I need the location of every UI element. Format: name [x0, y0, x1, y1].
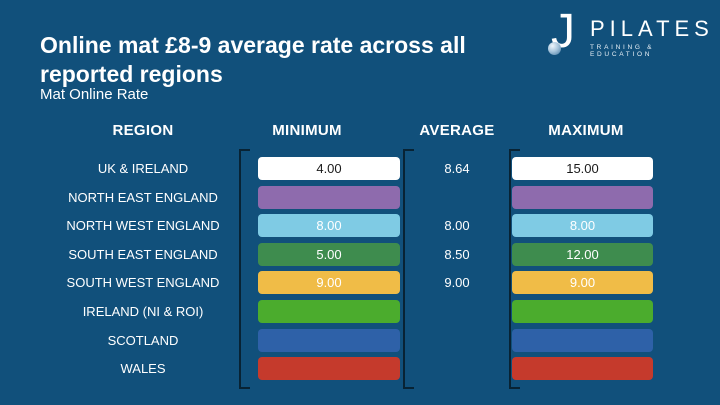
region-label: SOUTH EAST ENGLAND: [68, 246, 218, 262]
average-value: [404, 357, 510, 380]
column-header-minimum: MINIMUM: [272, 122, 342, 139]
region-label: NORTH WEST ENGLAND: [66, 218, 220, 234]
page-subtitle: Mat Online Rate: [40, 86, 149, 103]
minimum-bar: [258, 185, 400, 209]
region-label: UK & IRELAND: [97, 161, 189, 176]
minimum-bar: [258, 299, 400, 323]
average-value: 8.64: [444, 161, 470, 176]
logo-tagline: TRAINING & EDUCATION: [590, 44, 655, 59]
region-label: IRELAND (NI & ROI): [82, 303, 204, 319]
minimum-bar: [258, 357, 400, 381]
average-value: [404, 186, 510, 209]
maximum-bar: 15.00: [512, 157, 653, 180]
maximum-bar: 12.00: [512, 242, 653, 266]
logo-ball-icon: [548, 42, 561, 55]
region-label: NORTH EAST ENGLAND: [68, 189, 218, 205]
axis-bracket-average: [403, 149, 414, 389]
region-label: SOUTH WEST ENGLAND: [66, 275, 220, 291]
logo-text: PILATES TRAINING & EDUCATION: [590, 16, 714, 59]
maximum-bar: [512, 357, 653, 381]
region-label: WALES: [120, 361, 166, 377]
column-header-region: REGION: [112, 122, 174, 139]
maximum-bar: [512, 299, 653, 323]
maximum-bar: 9.00: [512, 271, 653, 295]
minimum-bar: 4.00: [258, 157, 400, 180]
minimum-bar-column: 4.00 8.00 5.00 9.00: [258, 157, 400, 381]
maximum-bar: [512, 328, 653, 352]
average-value: 9.00: [444, 275, 470, 291]
average-value-column: 8.64 8.00 8.50 9.00: [404, 157, 510, 380]
axis-bracket-minimum: [239, 149, 250, 389]
average-value: [404, 329, 510, 352]
column-header-maximum: MAXIMUM: [548, 122, 624, 139]
maximum-bar-column: 15.00 8.00 12.00 9.00: [512, 157, 653, 381]
maximum-bar: [512, 185, 653, 209]
column-header-average: AVERAGE: [419, 122, 495, 139]
jpilates-logo: J PILATES TRAINING & EDUCATION: [543, 8, 713, 66]
average-value: 8.00: [444, 218, 470, 234]
region-label: SCOTLAND: [107, 332, 179, 348]
average-value: 8.50: [444, 246, 470, 262]
page-title: Online mat £8-9 average rate across all …: [40, 32, 466, 88]
maximum-bar: 8.00: [512, 214, 653, 238]
logo-brand-name: PILATES: [590, 16, 714, 41]
region-label-column: UK & IRELAND NORTH EAST ENGLAND NORTH WE…: [40, 157, 246, 380]
minimum-bar: 8.00: [258, 214, 400, 238]
minimum-bar: 9.00: [258, 271, 400, 295]
minimum-bar: 5.00: [258, 242, 400, 266]
average-value: [404, 300, 510, 323]
minimum-bar: [258, 328, 400, 352]
axis-bracket-maximum: [509, 149, 520, 389]
